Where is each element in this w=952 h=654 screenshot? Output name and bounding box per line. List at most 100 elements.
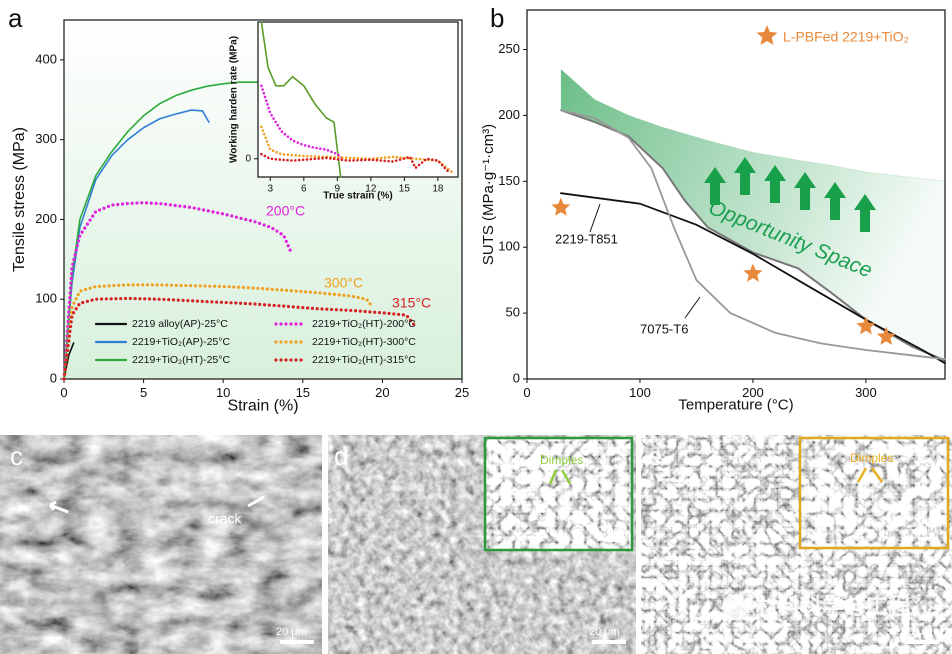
arrow — [856, 467, 884, 483]
star-marker — [551, 197, 571, 216]
inset-border — [798, 436, 950, 550]
scale-bar — [592, 640, 626, 644]
series-line — [260, 84, 345, 161]
legend-star — [756, 25, 778, 45]
y-tick-label: 250 — [498, 41, 520, 56]
curve-label: 7075-T6 — [640, 321, 688, 336]
series-line — [63, 81, 261, 380]
scale-bar — [280, 640, 314, 644]
scale-bar — [604, 539, 624, 542]
axes-frame — [63, 19, 463, 380]
x-tick-label: 0 — [60, 385, 67, 400]
axes-frame — [526, 9, 946, 380]
inset-annotation: Dimples — [850, 451, 893, 465]
y-tick-label: 150 — [498, 173, 520, 188]
y-axis-label: Tensile stress (MPa) — [11, 127, 28, 272]
scale-bar-label: 2 μm — [598, 525, 623, 537]
scale-bar — [905, 640, 939, 644]
series-line — [62, 201, 294, 381]
band-fill — [560, 69, 945, 361]
x-tick-label: 6 — [301, 184, 307, 195]
opportunity-arrow — [854, 194, 876, 232]
curve-label: 2219-T851 — [555, 231, 618, 246]
legend-label: L-PBFed 2219+TiO₂ — [783, 29, 909, 45]
inset-border — [483, 436, 634, 552]
legend-label: 2219+TiO₂(HT)-25°C — [132, 354, 230, 366]
axes-frame — [257, 21, 459, 178]
y-tick-label: 400 — [35, 51, 57, 66]
opportunity-arrow — [824, 182, 846, 220]
x-tick-label: 200 — [742, 385, 764, 400]
y-tick-label: 50 — [506, 305, 520, 320]
x-tick-label: 3 — [268, 184, 274, 195]
y-tick-label: 0 — [513, 370, 520, 385]
scale-bar-label: 20 μm — [589, 626, 620, 638]
x-axis-label: Temperature (°C) — [678, 396, 793, 413]
x-tick-label: 10 — [216, 385, 230, 400]
pointer-arrow — [589, 203, 601, 233]
legend-label: 2219+TiO₂(HT)-300°C — [312, 336, 416, 348]
panel-label: a — [8, 3, 23, 33]
arrow — [48, 500, 69, 514]
x-tick-label: 5 — [140, 385, 147, 400]
series-line — [560, 109, 946, 361]
x-tick-label: 20 — [375, 385, 389, 400]
legend-label: 2219+TiO₂(HT)-200°C — [312, 318, 416, 330]
panel-label: b — [490, 3, 504, 33]
inset-annotation: Dimples — [540, 453, 583, 467]
y-axis-label: SUTS (MPa·g⁻¹·cm³) — [480, 124, 497, 265]
sem-inset — [800, 438, 948, 548]
arrow — [548, 469, 572, 485]
x-axis-label: True strain (%) — [323, 191, 392, 202]
y-tick-label: 100 — [35, 291, 57, 306]
watermark-icon — [722, 594, 748, 620]
panel-label: e — [648, 441, 662, 471]
scale-bar — [918, 537, 938, 540]
x-tick-label: 12 — [365, 184, 377, 195]
y-axis-label: Working harden rate (MPa) — [229, 36, 240, 163]
series-line — [260, 125, 454, 174]
star-marker — [876, 326, 896, 345]
y-tick-label: 0 — [245, 153, 251, 164]
watermark: 材料科学与工程 — [756, 594, 910, 619]
inset-background — [258, 22, 458, 177]
panel-label: c — [10, 441, 23, 471]
annotation: 315°C — [392, 295, 431, 311]
annotation: 300°C — [324, 275, 363, 291]
panel-label: d — [334, 441, 348, 471]
x-tick-label: 15 — [399, 184, 411, 195]
series-line — [560, 192, 946, 365]
legend-label: 2219+TiO₂(HT)-315°C — [312, 354, 416, 366]
x-axis-label: Strain (%) — [227, 398, 298, 415]
scale-bar-label: 20 μm — [902, 626, 933, 638]
y-tick-label: 100 — [498, 239, 520, 254]
arrow — [247, 495, 265, 508]
x-tick-label: 9 — [335, 184, 341, 195]
star-marker — [856, 316, 876, 335]
annotation: crack — [208, 511, 242, 527]
band-upper — [560, 68, 946, 182]
opportunity-arrow — [734, 157, 756, 195]
legend-label: 2219 alloy(AP)-25°C — [132, 318, 228, 330]
y-tick-label: 0 — [50, 370, 57, 385]
series-line — [260, 152, 451, 174]
x-tick-label: 0 — [523, 385, 530, 400]
x-tick-label: 18 — [432, 184, 444, 195]
pointer-arrow — [684, 296, 701, 319]
scale-bar-label: 20 μm — [276, 626, 307, 638]
series-line — [63, 342, 75, 380]
opportunity-arrow — [764, 165, 786, 203]
opportunity-arrow — [704, 167, 726, 205]
scale-bar-label: 2 μm — [912, 523, 937, 535]
sem-image — [0, 435, 322, 654]
x-tick-label: 300 — [855, 385, 877, 400]
series-line — [62, 283, 375, 381]
y-tick-label: 200 — [35, 211, 57, 226]
x-tick-label: 15 — [296, 385, 310, 400]
opportunity-arrow — [794, 172, 816, 210]
x-tick-label: 25 — [455, 385, 469, 400]
y-tick-label: 300 — [35, 131, 57, 146]
annotation: 200°C — [266, 203, 305, 219]
star-marker — [743, 263, 763, 282]
